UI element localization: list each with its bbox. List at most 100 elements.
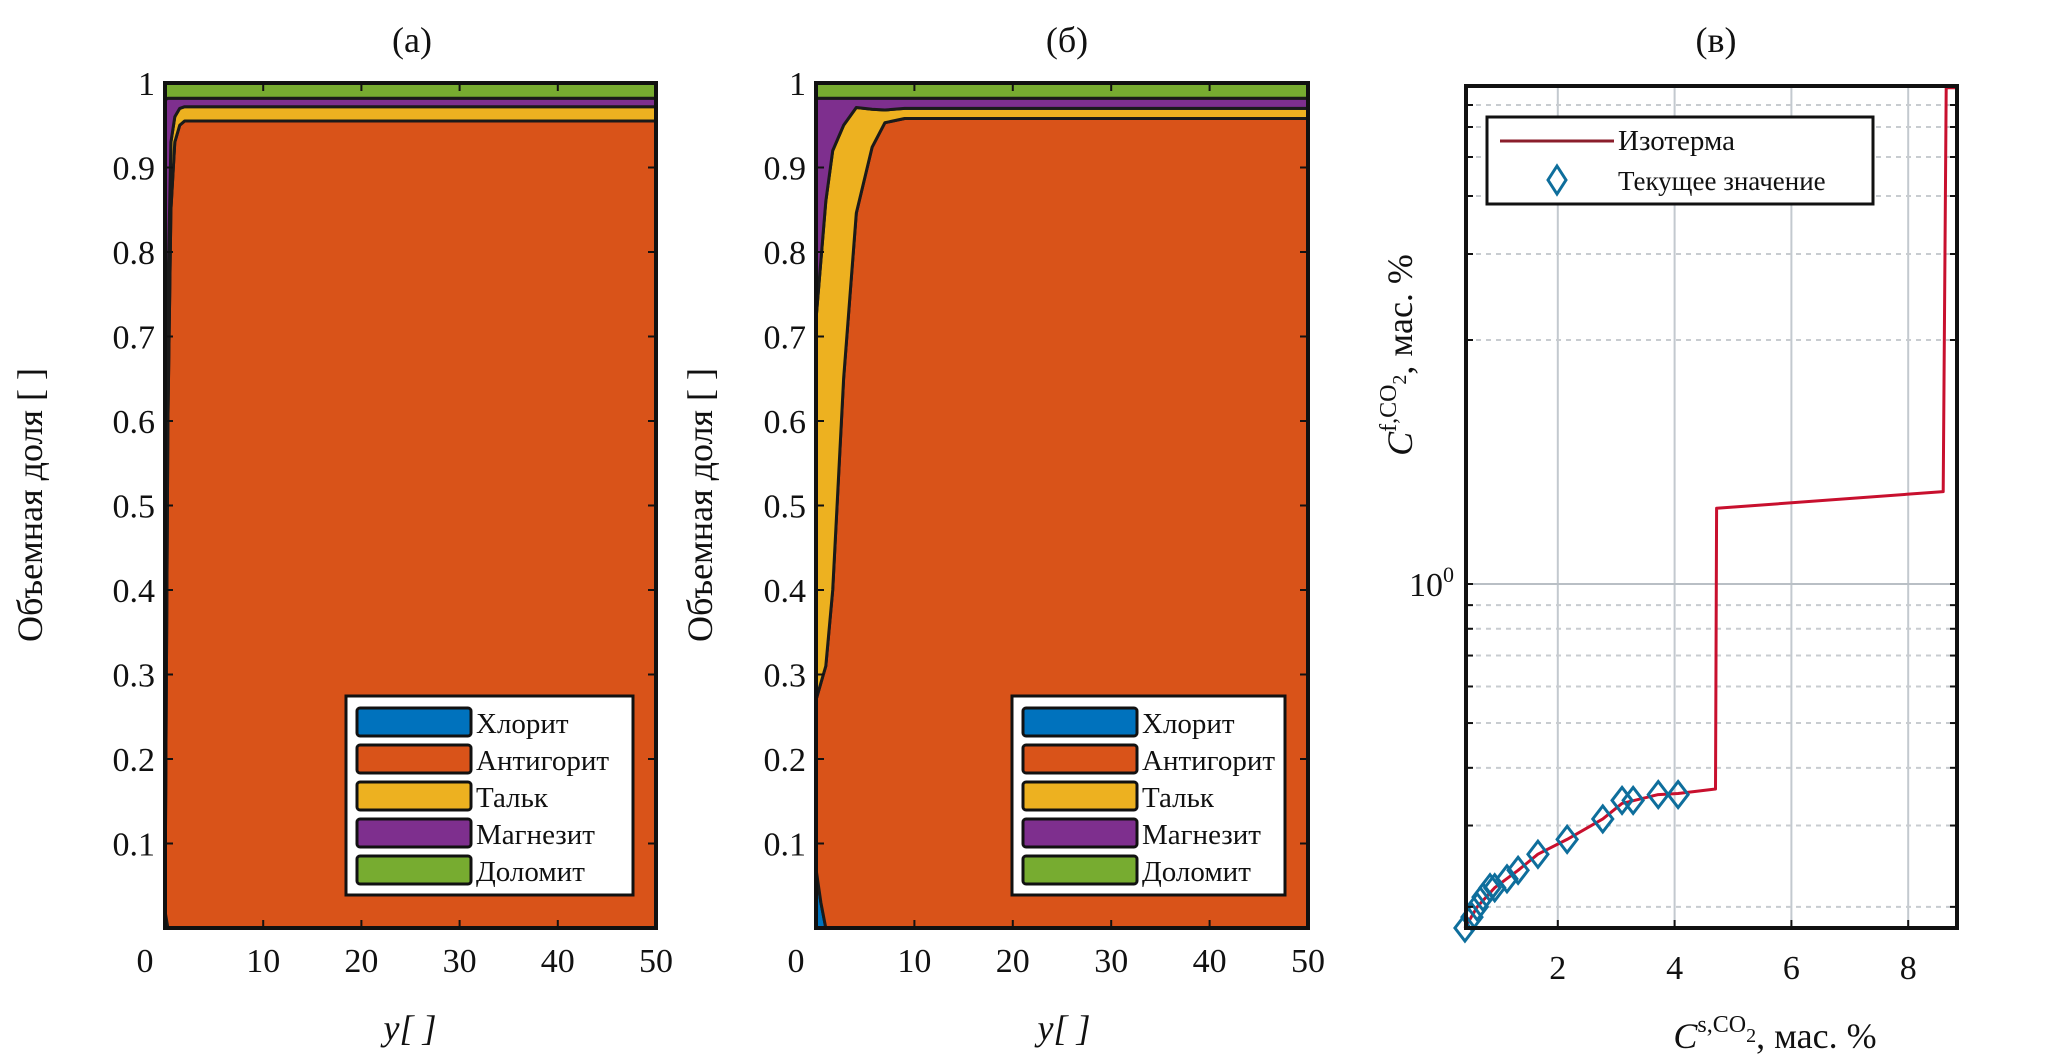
current-value-marker [1590,803,1615,835]
a-xtick-label: 40 [541,943,575,980]
a-legend-swatch [355,706,473,738]
panel-b-x-ticks: 0 10 20 30 40 50 [788,83,1325,980]
panel-c-legend-box [1485,115,1875,206]
b-xtick-label: 20 [996,943,1030,980]
panel-a-title: (a) [392,20,432,60]
a-xtick-label: 20 [344,943,378,980]
panel-c-x-label-unit: , мас. % [1756,1016,1876,1056]
current-value-marker [1526,838,1550,870]
panel-b-x-label: y[ ] [1035,1008,1091,1048]
a-legend-label: Доломит [476,856,585,888]
c-xtick-label: 6 [1783,950,1800,987]
c-ytick-label-exp: 0 [1443,562,1454,587]
a-ytick-label: 0.5 [113,489,156,526]
panel-a-y-label: Объемная доля [ ] [10,368,50,642]
current-value-marker [1478,872,1502,904]
c-ytick-label: 100 [1409,562,1454,604]
panel-b-title: (б) [1046,20,1088,60]
b-xtick-label: 50 [1291,943,1325,980]
panel-a-x-ticks: 0 10 20 30 40 50 [137,83,673,980]
current-value-marker [1506,854,1530,886]
panel-c-y-label-sup: f,CO [1376,385,1402,432]
a-xtick-label: 10 [246,943,280,980]
panel-a-y-ticks: 0.1 0.2 0.3 0.4 0.5 0.6 0.7 0.8 0.9 1 [113,66,656,864]
b-ytick-label: 0.1 [764,827,807,864]
current-value-marker [1621,784,1646,816]
current-value-marker [1465,891,1490,923]
isotherm-line [1463,86,1958,929]
a-legend-swatch [355,743,473,775]
a-legend-label: Антигорит [476,745,609,777]
panel-c-legend: Изотерма Текущее значение [1485,115,1875,206]
current-value-marker [1453,912,1477,944]
b-legend-swatch [1021,854,1139,886]
a-legend-swatch [355,780,473,812]
c-xtick-label: 4 [1666,950,1683,987]
current-value-legend-label: Текущее значение [1618,166,1826,196]
b-legend-swatch [1021,780,1139,812]
panel-a-legend: Хлорит Антигорит Тальк Магнезит Доломит [344,694,635,897]
panel-b-legend: Хлорит Антигорит Тальк Магнезит Доломит [1010,694,1287,897]
a-ytick-label: 1 [138,66,155,103]
b-legend-label: Магнезит [1142,819,1261,851]
a-legend-label: Тальк [476,782,549,814]
b-ytick-label: 0.2 [764,742,807,779]
panel-a-x-label: y[ ] [381,1008,437,1048]
a-legend-label: Хлорит [476,708,569,740]
panel-c-x-label-sup: s,CO [1697,1012,1746,1038]
panel-c-background [1466,86,1957,928]
diamond-legend-marker [1546,163,1568,197]
panel-c-frame [1464,84,1959,930]
panel-b-y-ticks: 0.1 0.2 0.3 0.4 0.5 0.6 0.7 0.8 0.9 1 [764,66,1308,864]
a-xtick-label: 50 [639,943,673,980]
b-ytick-label: 0.4 [764,573,807,610]
current-value-marker [1666,779,1690,811]
panel-c-y-label: Cf,CO2, мас. % [1376,254,1420,456]
a-area-4 [163,81,658,102]
panel-a: (a) 0.1 0.2 0.3 0.4 0.5 0.6 0.7 0.8 0.9 1 0 10 20 30… [10,20,673,1048]
panel-c-title: (в) [1696,20,1737,60]
a-ytick-label: 0.7 [113,320,156,357]
b-legend-label: Тальк [1142,782,1215,814]
panel-c-x-label: Cs,CO2, мас. % [1673,1012,1876,1056]
b-legend-swatch [1021,706,1139,738]
a-ytick-label: 0.2 [113,742,156,779]
b-xtick-label: 40 [1193,943,1227,980]
a-ytick-label: 0.8 [113,235,156,272]
a-ytick-label: 0.1 [113,827,156,864]
c-ytick-label-base: 10 [1409,567,1443,604]
panel-b: (б) 0.1 0.2 0.3 0.4 0.5 0.6 0.7 0.8 0.9 1 0 10 20 30… [680,20,1325,1048]
a-legend-label: Магнезит [476,819,595,851]
b-ytick-label: 0.6 [764,404,807,441]
current-value-marker [1495,863,1519,895]
b-ytick-label: 0.5 [764,489,807,526]
a-ytick-label: 0.3 [113,658,156,695]
panel-c-y-label-main: C [1380,431,1420,456]
b-legend-swatch [1021,743,1139,775]
panel-c-y-label-sub: 2 [1389,375,1411,385]
isotherm-legend-label: Изотерма [1618,125,1735,157]
a-ytick-label: 0.6 [113,404,156,441]
panel-c-x-label-sub: 2 [1746,1025,1756,1047]
a-legend-swatch [355,854,473,886]
a-xtick-label: 0 [137,943,154,980]
panel-a-x-label-text: y[ ] [381,1008,437,1048]
a-ytick-label: 0.4 [113,573,156,610]
panel-c-series [1453,86,1958,944]
b-ytick-label: 0.9 [764,151,807,188]
b-ytick-label: 0.3 [764,658,807,695]
current-value-marker [1555,823,1580,855]
c-xtick-label: 2 [1549,950,1566,987]
current-value-marker [1610,784,1634,816]
b-ytick-label: 0.8 [764,235,807,272]
a-ytick-label: 0.9 [113,151,156,188]
panel-c-ticks: 2 4 6 8 100 [1409,104,1957,987]
b-legend-label: Доломит [1142,856,1251,888]
b-xtick-label: 0 [788,943,805,980]
b-area-4 [814,81,1310,100]
panel-c-y-label-unit: , мас. % [1380,254,1420,374]
c-xtick-label: 8 [1900,950,1917,987]
panel-b-y-label: Объемная доля [ ] [680,368,720,642]
panel-c-x-label-main: C [1673,1016,1698,1056]
